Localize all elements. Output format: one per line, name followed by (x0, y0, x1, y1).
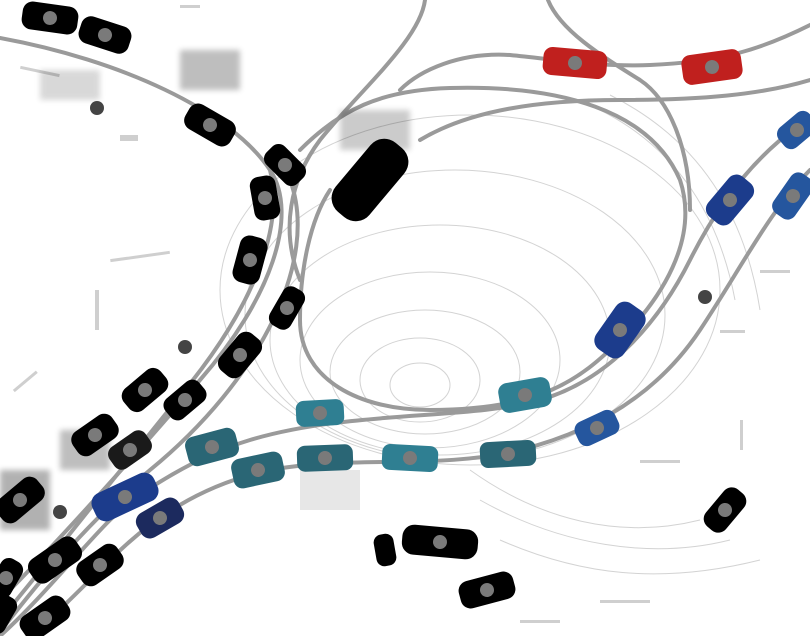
vehicle-history (249, 175, 281, 221)
vehicle-blue-agent (91, 472, 159, 522)
vehicle-history (27, 536, 83, 584)
vehicle-teal-agent (381, 443, 439, 473)
lane-top-left-curve (287, 0, 427, 282)
vehicle-history (78, 16, 132, 54)
vehicle-history (76, 543, 124, 587)
vehicle-history (458, 571, 516, 609)
lane-right-curve (0, 116, 810, 636)
vehicle-teal-agent (231, 451, 285, 489)
vehicle-history (71, 413, 119, 457)
vehicle-history (217, 331, 263, 379)
vehicle-history (0, 557, 24, 599)
waypoint-dot (53, 505, 67, 519)
vehicle-history (0, 476, 45, 524)
waypoint-dot (178, 340, 192, 354)
vehicle-history (268, 286, 306, 330)
vehicle-blue-agent (574, 409, 620, 447)
vehicle-history (108, 430, 152, 470)
lane-top-right-2 (418, 78, 810, 142)
vehicle-red-agent (542, 47, 608, 79)
vehicle-history (232, 235, 268, 285)
vehicle-history (163, 379, 207, 421)
vehicle-teal-agent (185, 427, 239, 467)
vehicle-blue-agent (135, 497, 185, 539)
vehicle-blue-agent (772, 172, 810, 220)
vehicle-history (184, 103, 236, 147)
vehicle-history (21, 1, 79, 35)
vehicle-teal-agent (295, 399, 345, 427)
vehicle-red-agent (681, 49, 743, 85)
waypoint-dot (698, 290, 712, 304)
vehicle-history (19, 595, 71, 636)
vehicle-history (0, 593, 18, 635)
vehicle-teal-agent (296, 444, 354, 472)
lane-top-drop (546, 0, 692, 212)
vehicle-history (373, 533, 397, 567)
waypoint-dot (90, 101, 104, 115)
vehicle-history (121, 367, 169, 413)
vehicle-history (263, 143, 307, 187)
vehicle-history (703, 487, 747, 533)
vehicle-teal-agent (479, 439, 537, 469)
vehicle-history (331, 138, 409, 222)
vehicle-blue-agent (705, 174, 755, 226)
vehicle-teal-agent (498, 377, 552, 413)
vehicle-blue-agent (777, 110, 810, 150)
vehicle-history (401, 524, 479, 560)
vehicle-blue-agent (594, 301, 646, 359)
